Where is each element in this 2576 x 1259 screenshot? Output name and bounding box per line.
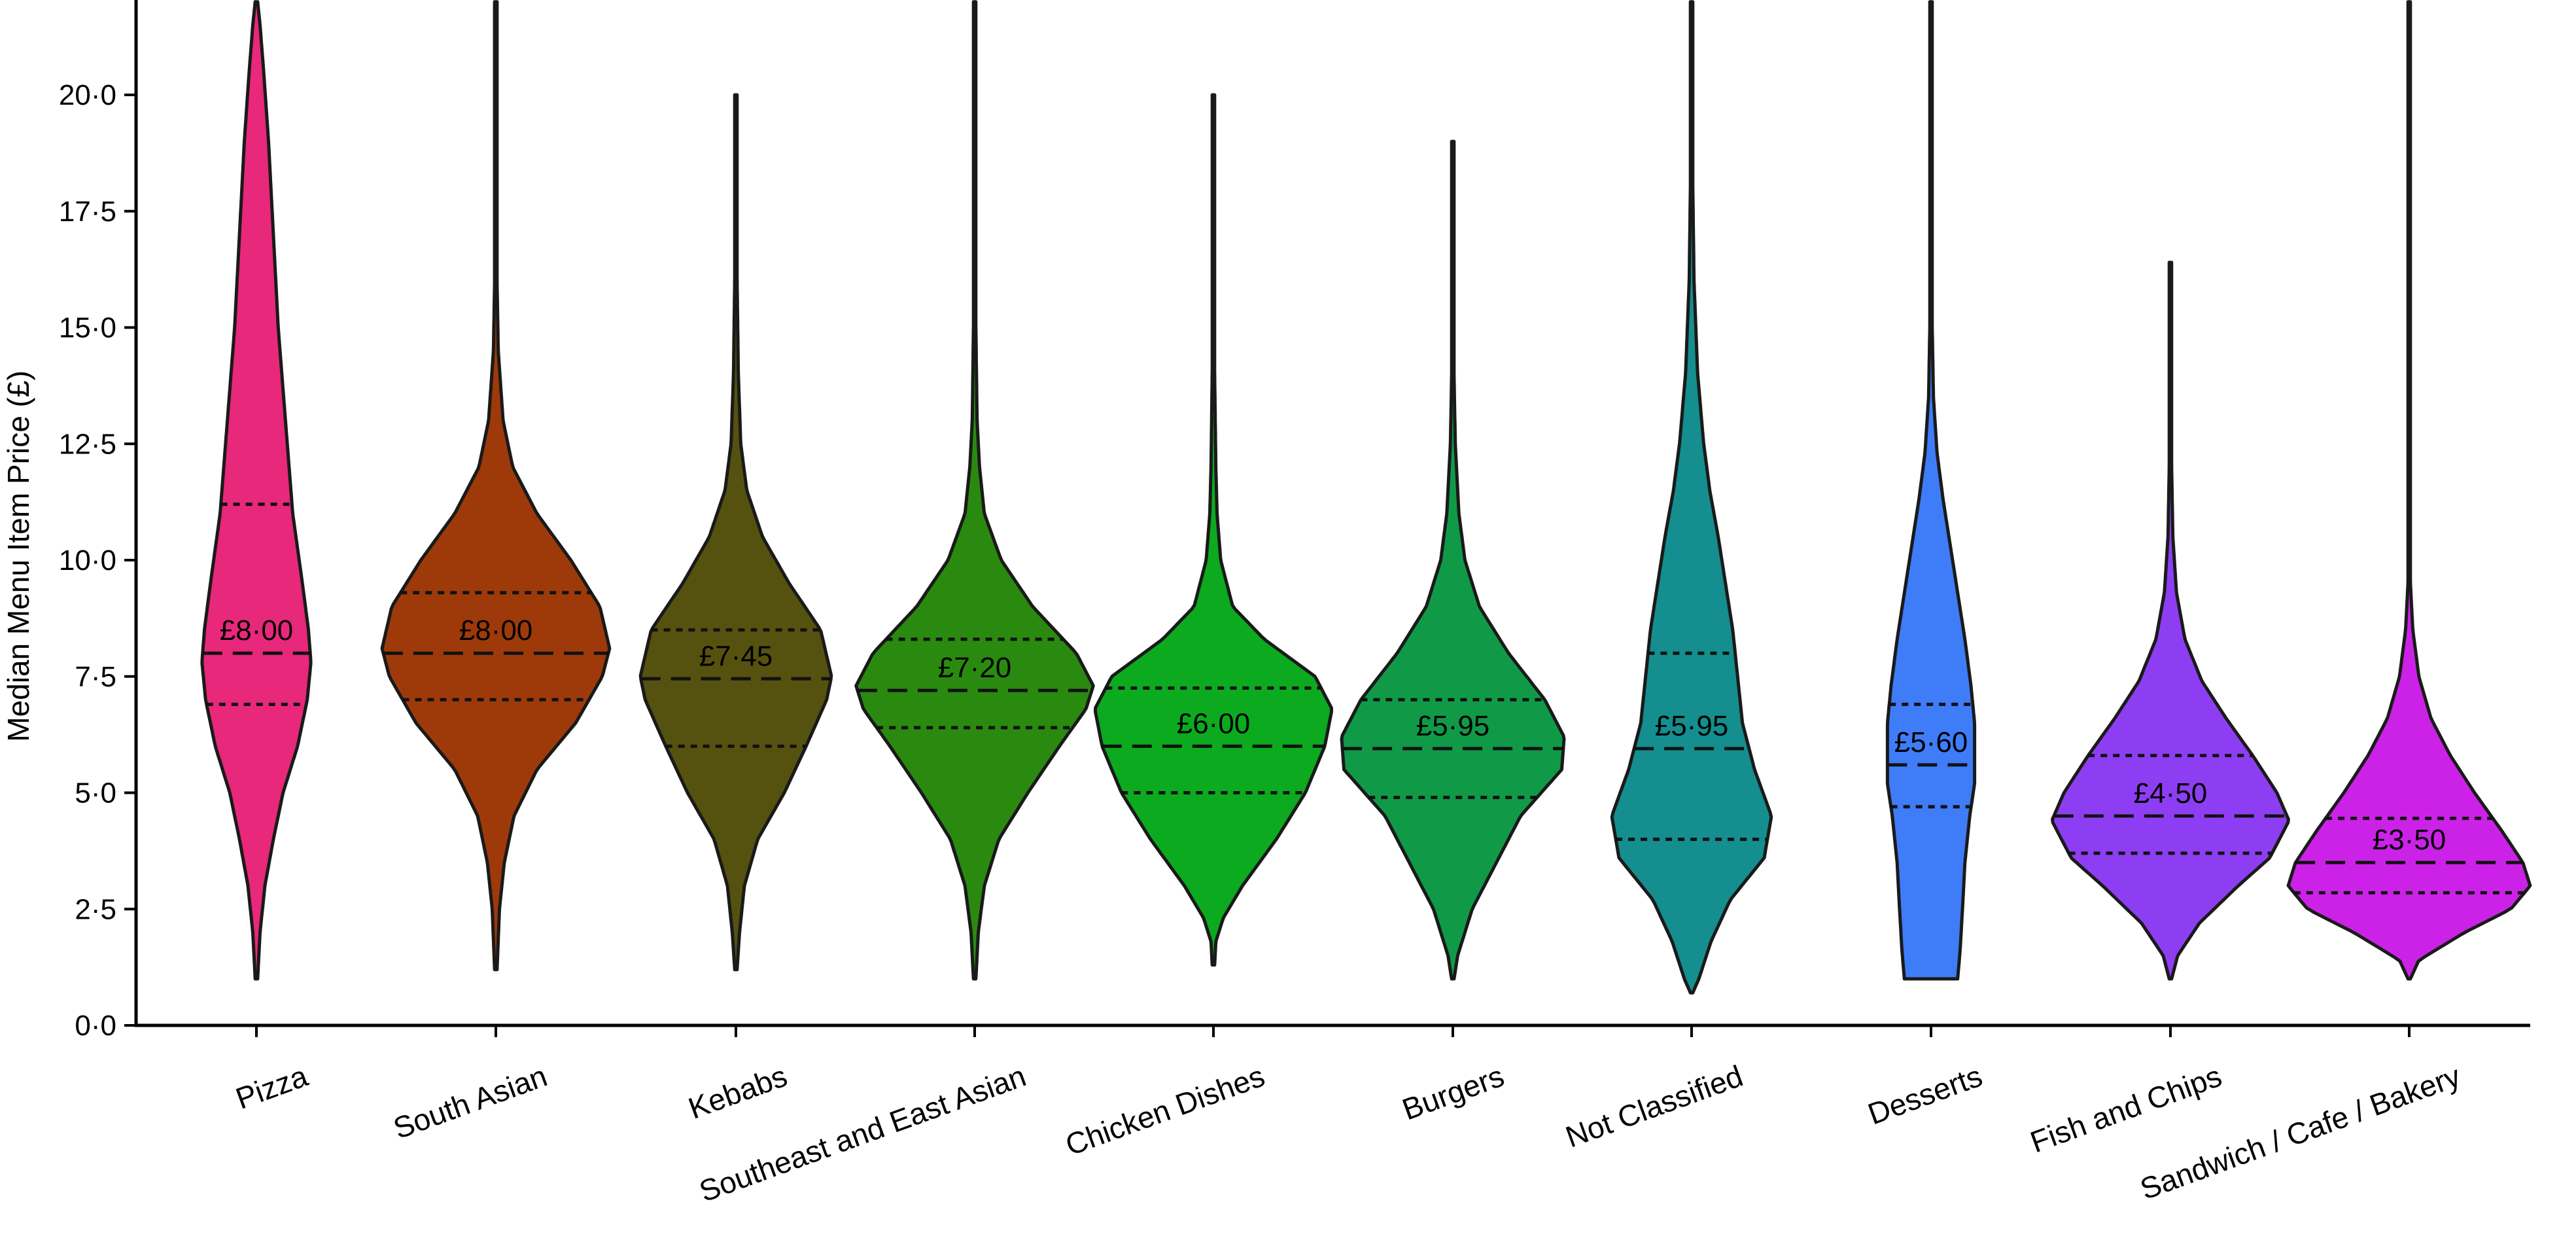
x-tick-label: South Asian: [389, 1059, 551, 1146]
violin-body: [1340, 139, 1566, 981]
median-label: £7·20: [938, 652, 1012, 684]
x-tick-label: Pizza: [231, 1058, 312, 1115]
median-label: £8·00: [459, 614, 533, 647]
x-tick-label: Not Classified: [1561, 1059, 1747, 1154]
violin-fish-and-chips: £4·50: [2051, 260, 2290, 981]
violin-body: [1885, 0, 1977, 981]
median-label: £4·50: [2134, 777, 2208, 809]
median-label: £7·45: [699, 640, 773, 672]
violin-burgers: £5·95: [1340, 139, 1566, 981]
y-tick-label: 0·0: [75, 1010, 116, 1042]
violin-kebabs: £7·45: [638, 93, 833, 972]
x-tick-label: Fish and Chips: [2026, 1059, 2226, 1160]
violin-not-classified: £5·95: [1610, 0, 1773, 995]
violin-sandwich-cafe-bakery: £3·50: [2286, 0, 2532, 981]
violin-pizza: £8·00: [200, 0, 313, 981]
y-tick-label: 2·5: [75, 893, 116, 925]
violin-body: [200, 0, 313, 981]
axes: [134, 0, 2530, 1027]
violin-body: [2051, 260, 2290, 981]
median-label: £5·95: [1416, 710, 1490, 742]
median-label: £3·50: [2373, 824, 2446, 856]
median-label: £5·60: [1894, 726, 1968, 758]
y-tick-label: 7·5: [75, 661, 116, 693]
violin-body: [854, 0, 1095, 981]
violin-south-asian: £8·00: [380, 0, 612, 972]
median-label: £8·00: [220, 614, 294, 647]
y-tick-label: 10·0: [59, 544, 116, 576]
x-tick-label: Chicken Dishes: [1061, 1059, 1269, 1162]
violin-body: [380, 0, 612, 972]
x-tick-label: Burgers: [1398, 1059, 1508, 1127]
x-tick-label: Desserts: [1864, 1059, 1987, 1131]
y-tick-label: 17·5: [59, 196, 116, 228]
violin-chicken-dishes: £6·00: [1094, 93, 1333, 967]
median-label: £5·95: [1655, 710, 1729, 742]
y-tick-label: 20·0: [59, 79, 116, 111]
y-tick-label: 12·5: [59, 428, 116, 460]
y-tick-label: 5·0: [75, 777, 116, 809]
y-tick-label: 15·0: [59, 312, 116, 344]
violin-body: [2286, 0, 2532, 981]
violin-body: [1610, 0, 1773, 995]
y-ticks: 0·0 2·5 5·0 7·5 10·0 12·5 15·0 17·5 20·0: [59, 79, 136, 1042]
median-label: £6·00: [1177, 707, 1251, 739]
y-axis-title: Median Menu Item Price (£): [1, 370, 35, 742]
violin-body: [638, 93, 833, 972]
violin-desserts: £5·60: [1885, 0, 1977, 981]
plot-area: £8·00 £8·00 £7·45 £7·20 £6·00 £5·95 £5·95 £5·60…: [200, 0, 2532, 995]
x-tick-label: Kebabs: [684, 1059, 792, 1126]
violin-southeast-and-east-asian: £7·20: [854, 0, 1095, 981]
violin-body: [1094, 93, 1333, 967]
